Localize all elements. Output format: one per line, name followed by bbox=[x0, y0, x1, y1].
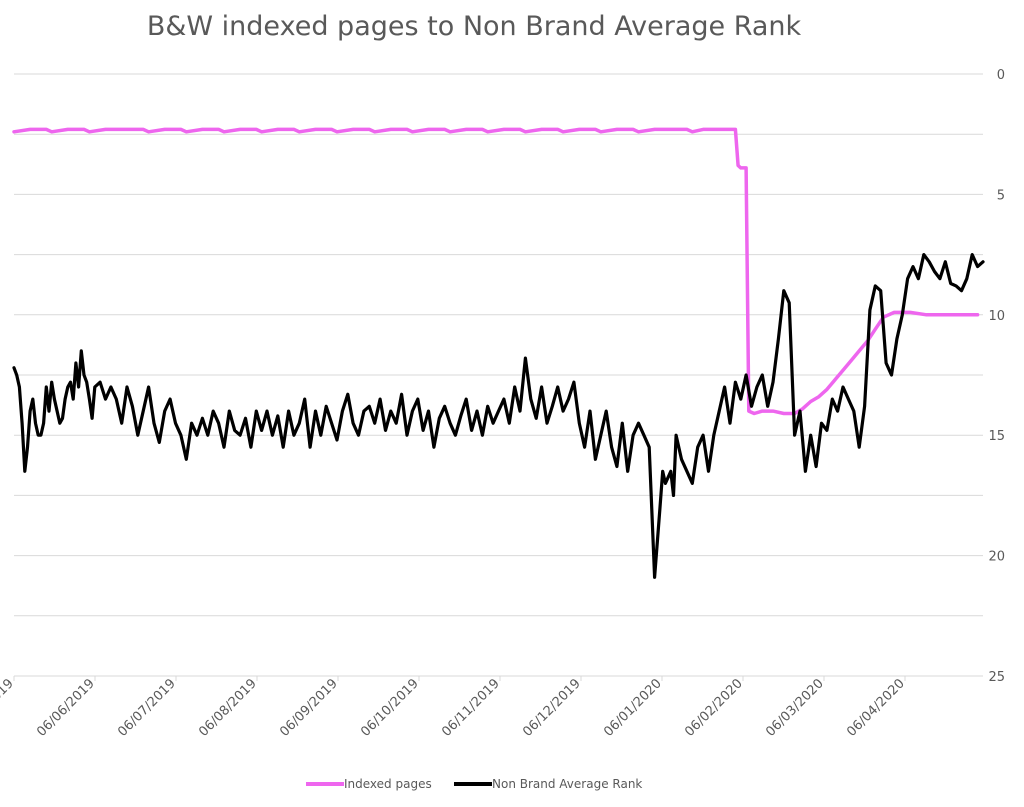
y-tick-label: 15 bbox=[988, 429, 1005, 444]
series-line-non-brand-average-rank bbox=[12, 253, 985, 579]
series-line-indexed-pages bbox=[12, 127, 980, 416]
legend: Indexed pages Non Brand Average Rank bbox=[306, 777, 642, 791]
y-axis-ticks: 0 5 10 15 20 25 bbox=[988, 68, 1005, 685]
legend-label: Non Brand Average Rank bbox=[492, 777, 642, 791]
x-tick-label: 06/08/2019 bbox=[196, 676, 260, 740]
x-tick-label: 06/09/2019 bbox=[277, 676, 341, 740]
x-tick-label: 06/01/2020 bbox=[601, 676, 665, 740]
series-lines bbox=[12, 127, 985, 579]
x-tick-label: 06/03/2020 bbox=[763, 676, 827, 740]
x-tick-label: 06/02/2020 bbox=[682, 676, 746, 740]
x-tick-label: 06/10/2019 bbox=[358, 676, 422, 740]
y-tick-label: 5 bbox=[997, 188, 1005, 203]
x-tick-label: 06/12/2019 bbox=[520, 676, 584, 740]
x-tick-label: 06/04/2020 bbox=[844, 676, 908, 740]
x-axis-ticks: 06/05/2019 06/06/2019 06/07/2019 06/08/2019… bbox=[0, 676, 908, 740]
x-tick-label: 06/05/2019 bbox=[0, 676, 17, 740]
y-tick-label: 0 bbox=[997, 68, 1005, 83]
chart-title: B&W indexed pages to Non Brand Average R… bbox=[147, 11, 802, 42]
x-tick-label: 06/06/2019 bbox=[34, 676, 98, 740]
x-tick-label: 06/07/2019 bbox=[115, 676, 179, 740]
y-tick-label: 20 bbox=[988, 550, 1005, 565]
x-tick-label: 06/11/2019 bbox=[439, 676, 503, 740]
y-tick-label: 10 bbox=[988, 309, 1005, 324]
y-tick-label: 25 bbox=[988, 670, 1005, 685]
legend-label: Indexed pages bbox=[344, 777, 432, 791]
